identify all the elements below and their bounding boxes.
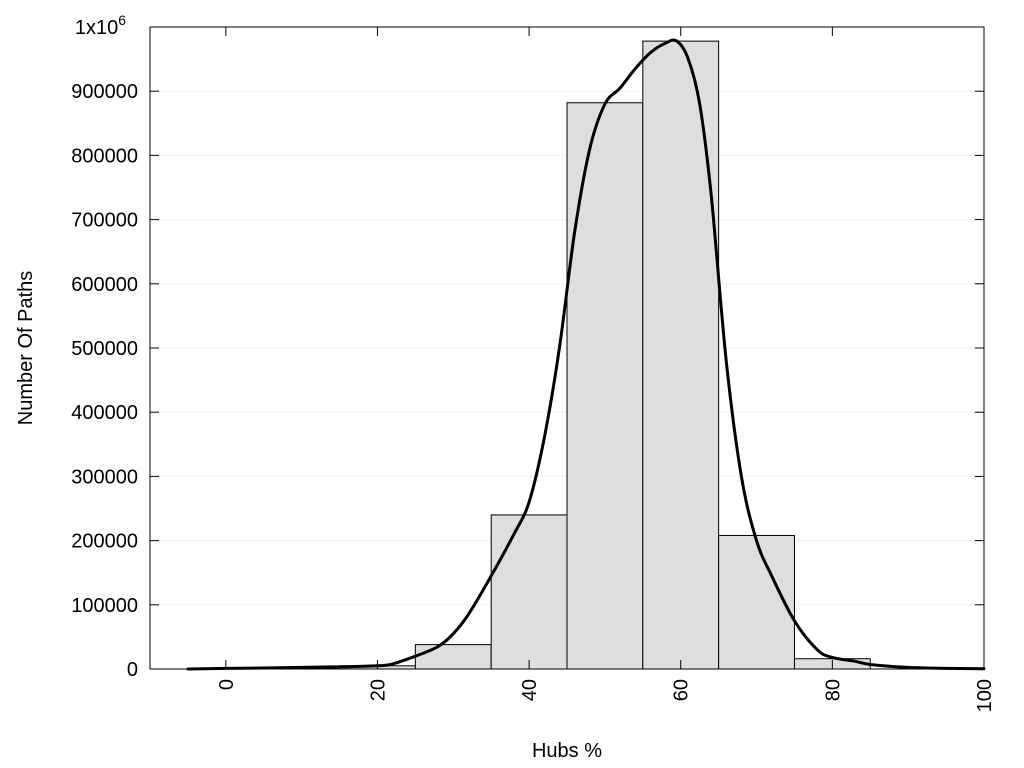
histogram-bar xyxy=(566,102,644,670)
x-tick-label: 40 xyxy=(519,679,541,701)
x-tick-label: 0 xyxy=(216,679,238,690)
histogram-bars xyxy=(187,40,871,670)
axis-ticks xyxy=(150,26,985,670)
y-tick-label: 900000 xyxy=(71,81,138,103)
x-tick-label: 100 xyxy=(974,679,996,712)
y-tick-label: 0 xyxy=(127,659,138,681)
distribution-curve xyxy=(186,38,986,671)
y-tick-label: 800000 xyxy=(71,145,138,167)
histogram-bar xyxy=(718,534,795,670)
x-axis-title: Hubs % xyxy=(532,740,602,762)
histogram-bar xyxy=(490,514,568,670)
y-tick-label: 1x106 xyxy=(75,12,126,39)
y-tick-label: 300000 xyxy=(71,466,138,488)
x-tick-label: 60 xyxy=(671,679,693,701)
x-tick-label: 20 xyxy=(367,679,389,701)
y-tick-label: 200000 xyxy=(71,531,138,553)
y-tick-label: 600000 xyxy=(71,274,138,296)
y-tick-labels: 0 100000 200000 300000 400000 500000 600000 700… xyxy=(71,12,138,681)
y-tick-label: 700000 xyxy=(71,210,138,232)
y-tick-label: 400000 xyxy=(71,402,138,424)
y-axis-title: Number Of Paths xyxy=(15,271,37,426)
histogram-bar xyxy=(642,40,720,670)
y-tick-label: 500000 xyxy=(71,338,138,360)
x-tick-label: 80 xyxy=(822,679,844,701)
x-tick-labels: 0 20 40 60 80 100 xyxy=(216,679,996,712)
y-tick-label: 100000 xyxy=(71,595,138,617)
histogram-bar xyxy=(414,644,492,670)
